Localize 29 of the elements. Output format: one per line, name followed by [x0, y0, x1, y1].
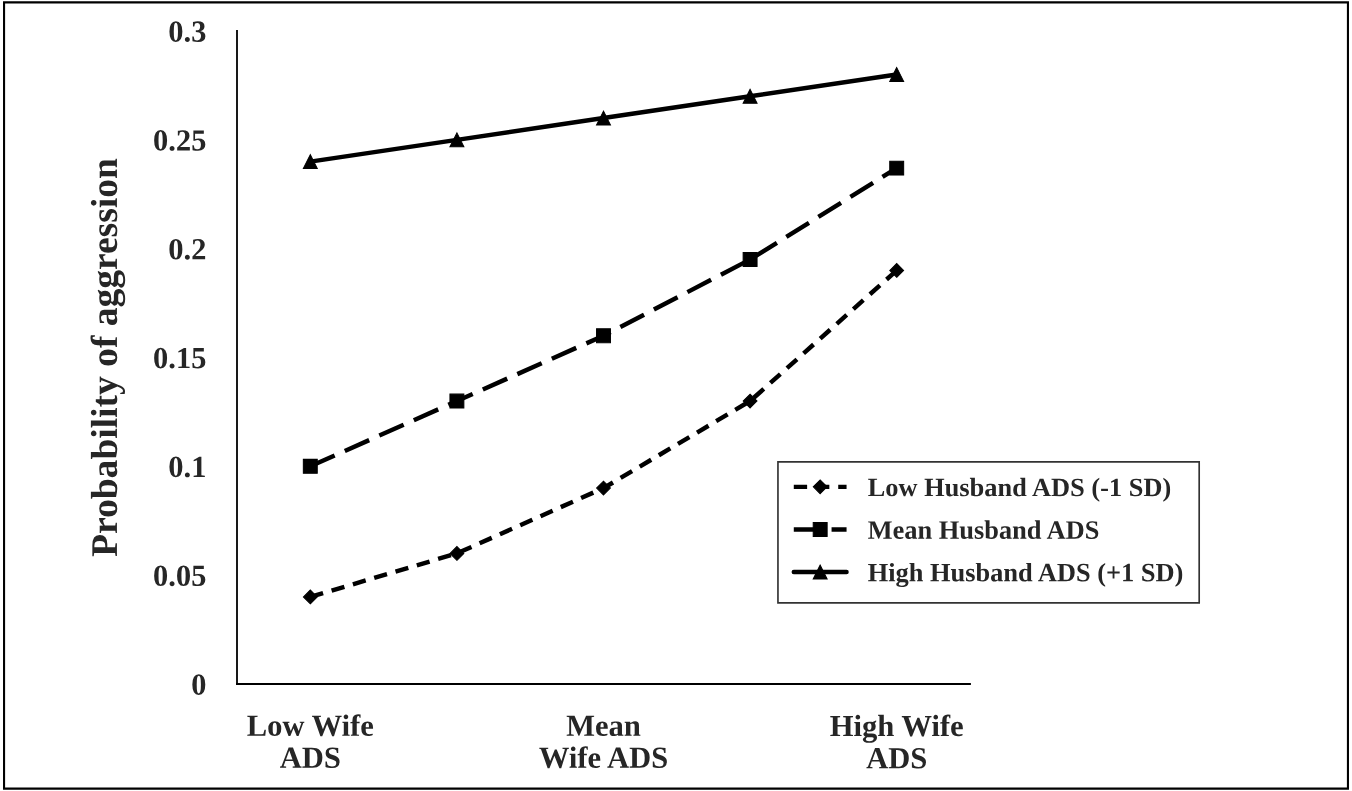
x-tick-label: Mean Wife ADS [539, 715, 667, 769]
y-tick-label: 0.2 [169, 238, 206, 260]
point [742, 88, 758, 104]
y-axis-title: Probability of aggression [90, 158, 126, 557]
y-tick-label: 0 [192, 674, 206, 695]
point [889, 263, 905, 278]
y-tick-label: 0.1 [169, 456, 205, 478]
point [449, 132, 465, 148]
point [596, 480, 611, 496]
y-tick-label: 0.3 [169, 21, 206, 43]
point [302, 589, 318, 605]
y-tick-label: 0.05 [154, 565, 206, 587]
x-tick-label: Low Wife ADS [247, 714, 374, 769]
point [302, 458, 318, 474]
point [742, 393, 758, 409]
legend-label: Mean Husband ADS [868, 520, 1099, 539]
legend-label: Low Husband ADS (-1 SD) [868, 477, 1171, 502]
y-tick-label: 0.15 [154, 347, 206, 369]
point [302, 154, 318, 170]
point [596, 110, 611, 126]
x-tick-label: High Wife ADS [830, 714, 963, 769]
point [889, 160, 905, 176]
legend-label: High Husband ADS (+1 SD) [868, 562, 1183, 588]
point [449, 393, 465, 409]
point [889, 67, 905, 82]
y-tick-label: 0.25 [154, 130, 206, 151]
point [742, 252, 758, 268]
point [596, 328, 611, 344]
point [449, 546, 465, 561]
